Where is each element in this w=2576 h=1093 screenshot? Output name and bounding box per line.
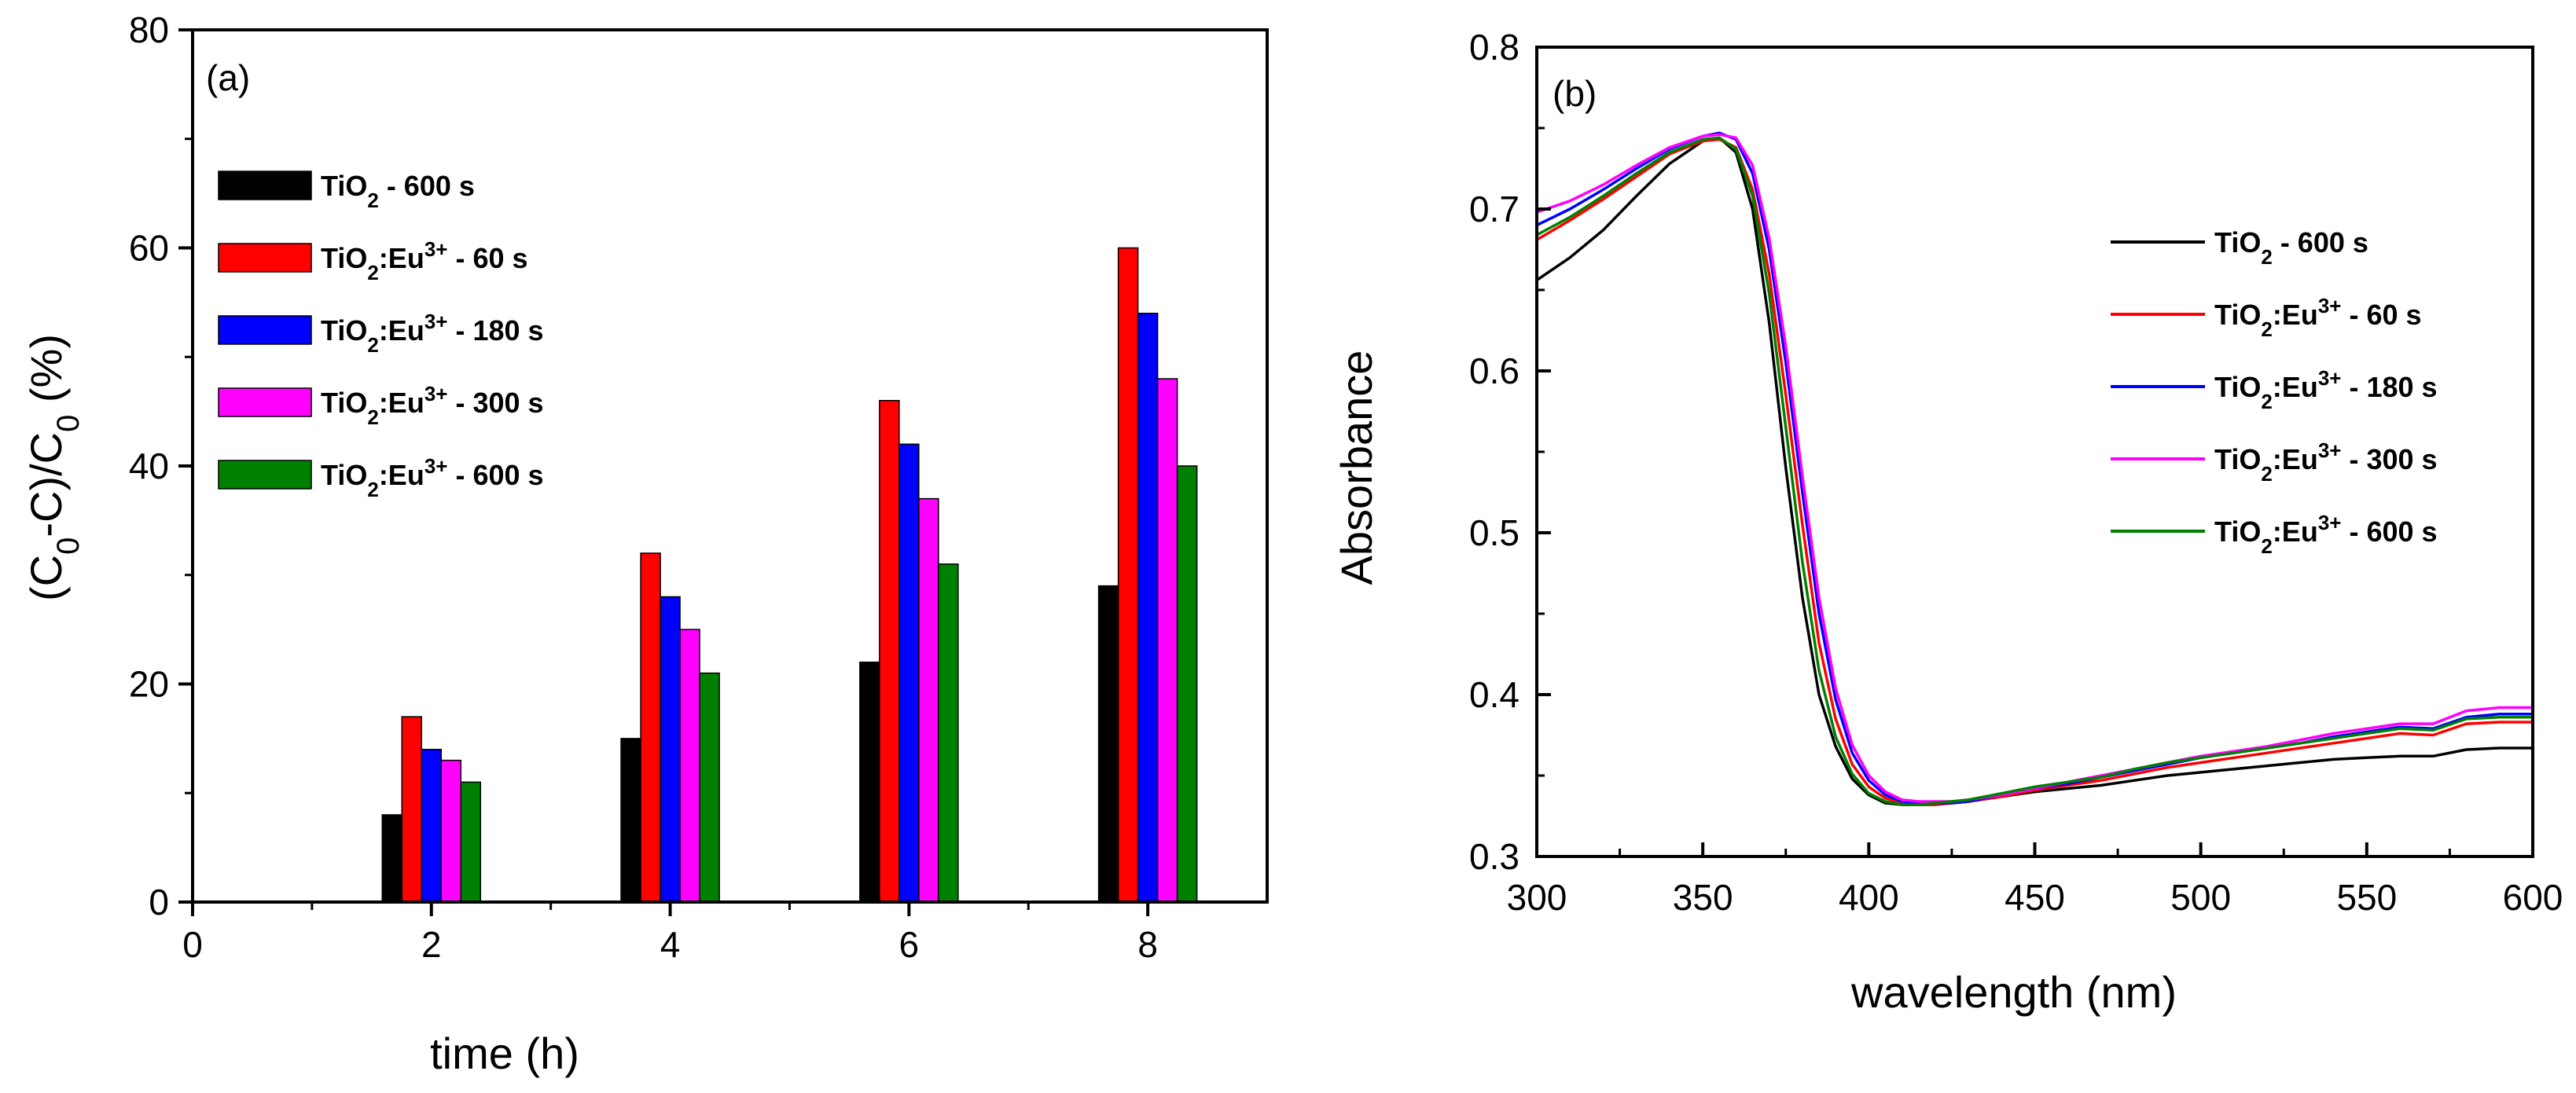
b-xtick-label-350: 350 <box>1673 877 1733 918</box>
a-legend-swatch-0 <box>218 171 312 200</box>
bar-t6-series0 <box>859 662 880 903</box>
a-legend-label-0: TiO2 - 600 s <box>321 170 475 212</box>
a-legend-swatch-4 <box>218 460 312 490</box>
bar-t2-series3 <box>440 759 462 903</box>
b-legend-label-4: TiO2:Eu3+ - 600 s <box>2214 511 2438 558</box>
bar-t6-series2 <box>898 443 920 903</box>
b-ytick-label-4: 0.7 <box>1469 189 1520 229</box>
bar-t8-series4 <box>1176 465 1198 903</box>
a-xtick-label-2: 2 <box>421 924 442 965</box>
panel-a-legend: TiO2 - 600 s TiO2:Eu3+ - 60 s TiO2:Eu3+ - … <box>218 170 544 501</box>
a-legend-swatch-3 <box>218 387 312 417</box>
b-ytick-label-2: 0.5 <box>1469 512 1520 553</box>
a-ytick-label-20: 20 <box>129 664 169 705</box>
b-xtick-label-450: 450 <box>2005 877 2065 918</box>
bar-t8-series3 <box>1156 378 1178 903</box>
b-ytick-label-5: 0.8 <box>1469 27 1520 68</box>
a-ytick-label-60: 60 <box>129 228 169 269</box>
panel-a-marks <box>381 247 1198 903</box>
b-legend-label-3: TiO2:Eu3+ - 300 s <box>2214 438 2438 486</box>
bar-t2-series2 <box>421 749 443 903</box>
panel-b-xlabel: wavelength (nm) <box>1850 967 2177 1017</box>
bar-t8-series0 <box>1097 585 1119 903</box>
bar-t6-series1 <box>879 400 900 903</box>
a-xtick-label-8: 8 <box>1137 924 1158 965</box>
b-xtick-label-550: 550 <box>2336 877 2397 918</box>
a-legend-label-4: TiO2:Eu3+ - 600 s <box>321 454 544 501</box>
b-xtick-label-300: 300 <box>1507 877 1567 918</box>
bar-t4-series3 <box>679 629 700 903</box>
panel-b-ticks: 300 350 400 450 500 550 600 0.3 0.4 0.5 0.6 0.7 0.8 <box>1469 27 2563 918</box>
bar-t6-series3 <box>918 497 939 903</box>
b-legend-label-1: TiO2:Eu3+ - 60 s <box>2214 294 2422 341</box>
panel-b-line-chart: 300 350 400 450 500 550 6000.30.40.50.60.70.8 … <box>1332 27 2563 1017</box>
a-ytick-label-40: 40 <box>129 446 169 486</box>
bar-t4-series1 <box>640 552 661 903</box>
panel-b-ylabel: Absorbance <box>1332 350 1381 585</box>
a-legend-swatch-2 <box>218 315 312 345</box>
a-legend-label-3: TiO2:Eu3+ - 300 s <box>321 382 544 429</box>
panel-a-label: (a) <box>206 57 250 98</box>
panel-b-marks <box>1536 131 2533 806</box>
bar-t4-series0 <box>620 738 641 903</box>
b-xtick-label-500: 500 <box>2170 877 2231 918</box>
b-ytick-label-3: 0.6 <box>1469 350 1520 391</box>
a-legend-label-1: TiO2:Eu3+ - 60 s <box>321 237 528 284</box>
bar-t8-series2 <box>1137 313 1159 903</box>
panel-a-ylabel: (C0-C)/C0 (%) <box>21 334 86 601</box>
a-xtick-label-6: 6 <box>899 924 920 965</box>
panel-b-label: (b) <box>1553 73 1597 114</box>
bar-t2-series1 <box>401 716 423 903</box>
a-ytick-label-80: 80 <box>129 9 169 50</box>
b-legend-label-0: TiO2 - 600 s <box>2214 226 2368 269</box>
bar-t2-series4 <box>460 781 482 903</box>
panel-b-legend: TiO2 - 600 s TiO2:Eu3+ - 60 s TiO2:Eu3+ - … <box>2111 226 2438 558</box>
panel-a-xlabel: time (h) <box>430 1029 579 1078</box>
b-xtick-label-400: 400 <box>1839 877 1899 918</box>
b-legend-label-2: TiO2:Eu3+ - 180 s <box>2214 366 2438 413</box>
a-xtick-label-4: 4 <box>660 924 681 965</box>
b-ytick-label-1: 0.4 <box>1469 674 1520 715</box>
b-xtick-label-600: 600 <box>2503 877 2563 918</box>
line-series4 <box>1536 136 2533 806</box>
bar-t2-series0 <box>381 814 403 903</box>
a-ytick-label-0: 0 <box>149 882 169 922</box>
a-legend-swatch-1 <box>218 243 312 273</box>
a-legend-label-2: TiO2:Eu3+ - 180 s <box>321 310 544 357</box>
bar-t6-series4 <box>938 563 959 903</box>
line-series3 <box>1536 133 2533 803</box>
bar-t4-series4 <box>699 672 720 903</box>
a-xtick-label-0: 0 <box>182 924 203 965</box>
b-ytick-label-0: 0.3 <box>1469 836 1520 877</box>
bar-t4-series2 <box>660 596 681 903</box>
bar-t8-series1 <box>1117 247 1139 903</box>
